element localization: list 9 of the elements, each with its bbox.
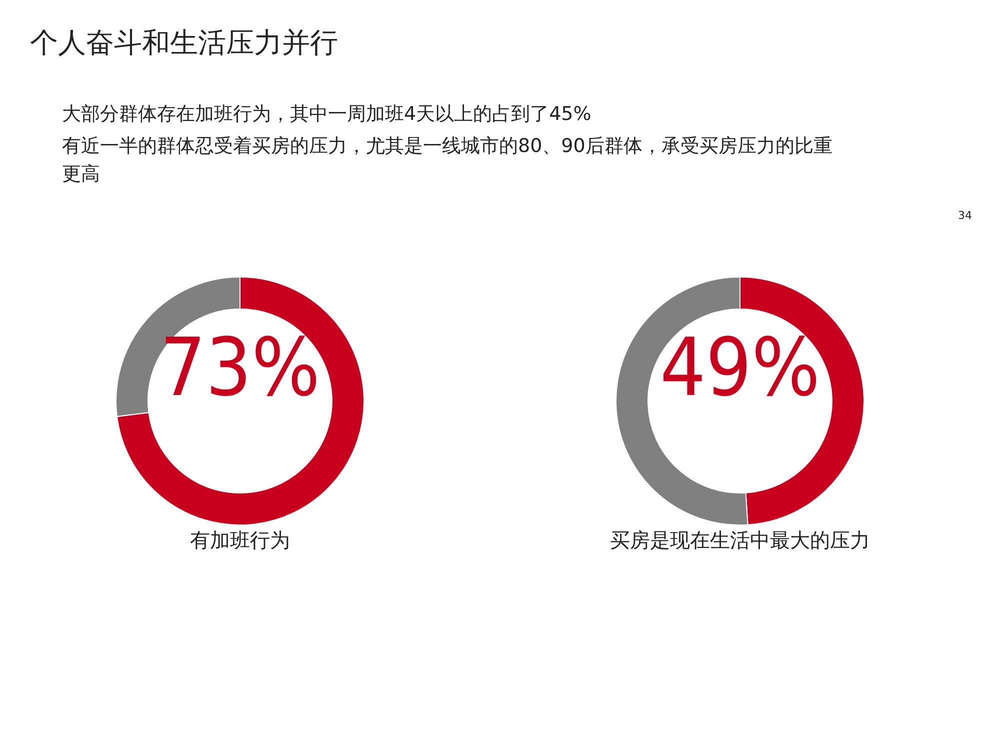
text: 个人奋斗和生活压力并行 — [30, 26, 338, 59]
text: 买房是现在生活中最大的压力 — [610, 528, 870, 552]
data-label: 73% — [160, 321, 320, 414]
text: 有加班行为 — [190, 528, 290, 552]
text: 大部分群体存在加班行为，其中一周加班4天以上的占到了45% — [62, 103, 592, 125]
text: 有近一半的群体忍受着买房的压力，尤其是一线城市的80、90后群体，承受买房压力的比重更高 — [62, 135, 832, 185]
data-label: 49% — [660, 321, 820, 414]
donut-slice — [116, 276, 364, 526]
text: 34 — [958, 209, 972, 222]
